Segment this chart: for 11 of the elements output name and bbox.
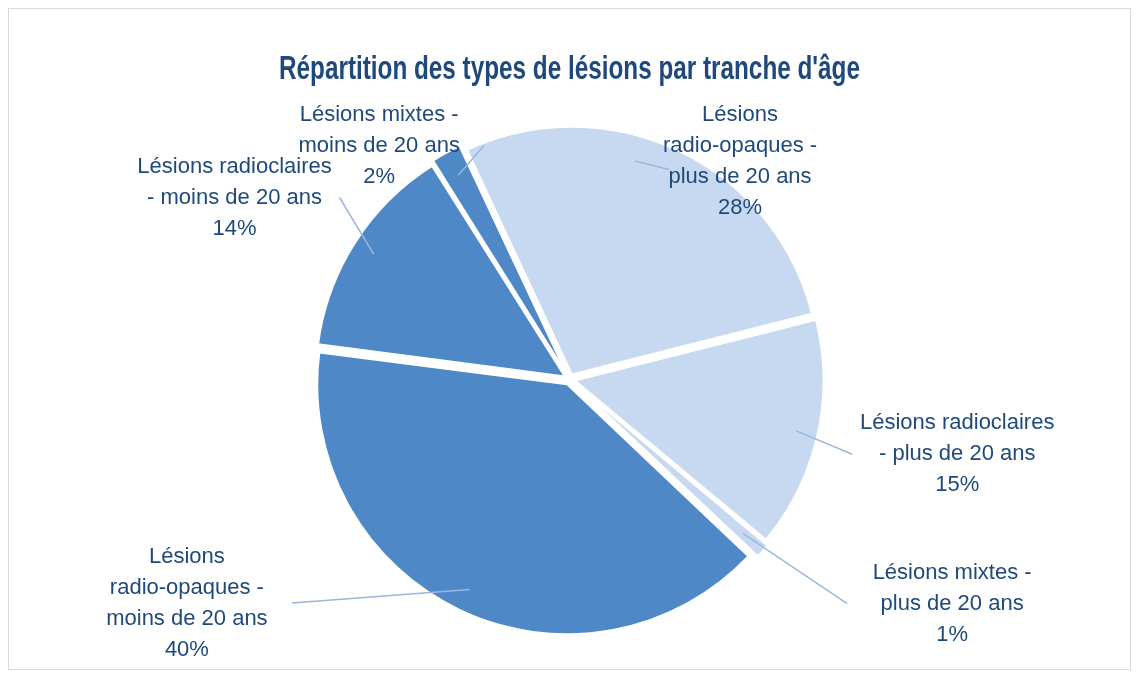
data-label: 28% <box>718 193 763 219</box>
chart-title: Répartition des types de lésions par tranche d'âge <box>279 47 860 86</box>
data-label: 14% <box>212 214 257 240</box>
slice-label: Lésions radioclaires - plus de 20 ans <box>860 409 1055 466</box>
slice-label: Lésions radio-opaques - plus de 20 ans <box>662 100 818 188</box>
slice-label: Lésions mixtes - plus de 20 ans <box>872 558 1032 615</box>
data-label: 2% <box>363 162 396 188</box>
data-label: 40% <box>164 635 209 661</box>
data-label: 15% <box>935 471 980 497</box>
data-label: 1% <box>936 620 968 646</box>
slice-label: Lésions radio-opaques - moins de 20 ans <box>106 542 268 630</box>
